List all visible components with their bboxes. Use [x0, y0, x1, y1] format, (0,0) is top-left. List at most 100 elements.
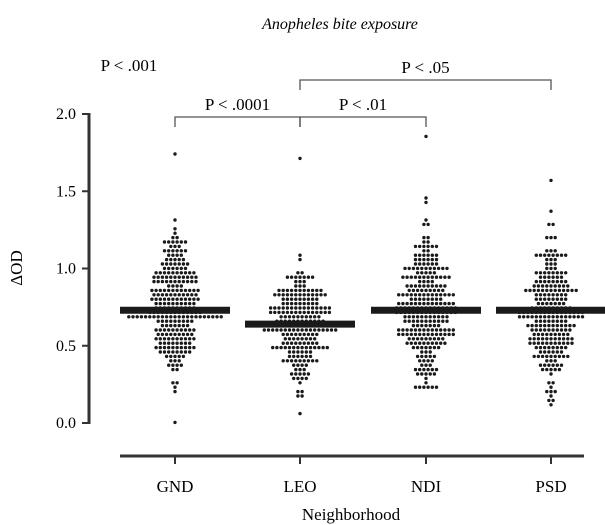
data-point [551, 253, 555, 257]
data-point [158, 345, 162, 350]
data-point [424, 196, 428, 200]
data-point [543, 315, 547, 319]
data-point [152, 293, 156, 297]
data-point [405, 275, 409, 279]
data-point [304, 376, 308, 381]
data-point [169, 319, 173, 323]
data-point [430, 359, 434, 363]
overall-p-value: P < .001 [101, 56, 158, 75]
data-point [285, 293, 290, 297]
data-point [549, 372, 553, 376]
y-tick-label: 1.0 [56, 261, 76, 278]
data-point [409, 275, 413, 279]
data-point [302, 297, 306, 301]
data-point [534, 345, 538, 350]
data-point [308, 345, 313, 350]
data-point [190, 315, 194, 319]
data-point [304, 337, 308, 341]
data-point [553, 389, 557, 394]
data-point [173, 244, 177, 249]
data-point [285, 341, 290, 345]
data-point [177, 279, 181, 284]
data-point [536, 284, 541, 288]
data-point [413, 385, 418, 389]
data-point [536, 337, 541, 341]
data-point [553, 359, 557, 363]
data-point [298, 310, 302, 315]
data-point [559, 319, 564, 323]
data-point [545, 284, 549, 288]
data-point [302, 341, 306, 345]
data-point [559, 279, 564, 284]
data-point [300, 337, 304, 341]
data-point [426, 240, 430, 244]
data-point [319, 293, 323, 297]
data-point [547, 315, 551, 319]
data-point [549, 288, 553, 293]
data-point [555, 253, 559, 257]
data-point [169, 244, 173, 249]
data-point [413, 284, 418, 288]
y-axis-label: ΔOD [7, 250, 26, 286]
data-point [547, 381, 551, 385]
data-point [310, 297, 315, 301]
data-point [430, 332, 434, 337]
data-point [277, 306, 281, 310]
data-point [173, 354, 177, 359]
data-point [426, 301, 430, 306]
data-point [430, 244, 434, 249]
data-point [285, 297, 290, 301]
data-point [183, 240, 188, 244]
significance-bracket [299, 79, 552, 90]
data-point [555, 293, 559, 297]
data-point [436, 319, 441, 323]
data-point [298, 257, 302, 262]
data-point [173, 279, 177, 284]
data-point [428, 323, 432, 328]
data-point [432, 271, 437, 275]
data-point [557, 301, 562, 306]
data-point [551, 279, 555, 284]
data-point [543, 297, 547, 301]
data-point [401, 293, 405, 297]
data-point [564, 253, 568, 257]
data-point [319, 306, 323, 310]
data-point [420, 372, 424, 376]
data-point [551, 319, 555, 323]
data-point [181, 323, 186, 328]
data-point [566, 332, 570, 337]
data-point [439, 275, 443, 279]
data-point [551, 315, 555, 319]
data-point [175, 381, 179, 385]
data-point [441, 288, 445, 293]
data-point [300, 363, 304, 367]
data-point [418, 332, 422, 337]
data-point [177, 293, 181, 297]
data-point [287, 315, 292, 319]
data-point [196, 288, 200, 293]
data-point [536, 354, 541, 359]
data-point [424, 315, 428, 319]
data-point [306, 306, 311, 310]
data-point [287, 345, 292, 350]
data-point [428, 288, 432, 293]
data-point [183, 271, 188, 275]
data-point [549, 284, 553, 288]
data-point [285, 332, 290, 337]
data-point [526, 323, 530, 328]
data-point [415, 345, 420, 350]
data-point [183, 350, 188, 354]
significance-bracket [299, 116, 427, 127]
data-point [158, 341, 162, 345]
data-point [430, 297, 434, 301]
data-point [289, 293, 294, 297]
data-point [547, 297, 551, 301]
data-point [175, 271, 179, 275]
data-point [175, 328, 179, 332]
data-point [553, 337, 557, 341]
data-point [283, 337, 287, 341]
data-point [553, 301, 557, 306]
data-point [561, 341, 566, 345]
data-point [315, 341, 319, 345]
data-point [532, 337, 536, 341]
